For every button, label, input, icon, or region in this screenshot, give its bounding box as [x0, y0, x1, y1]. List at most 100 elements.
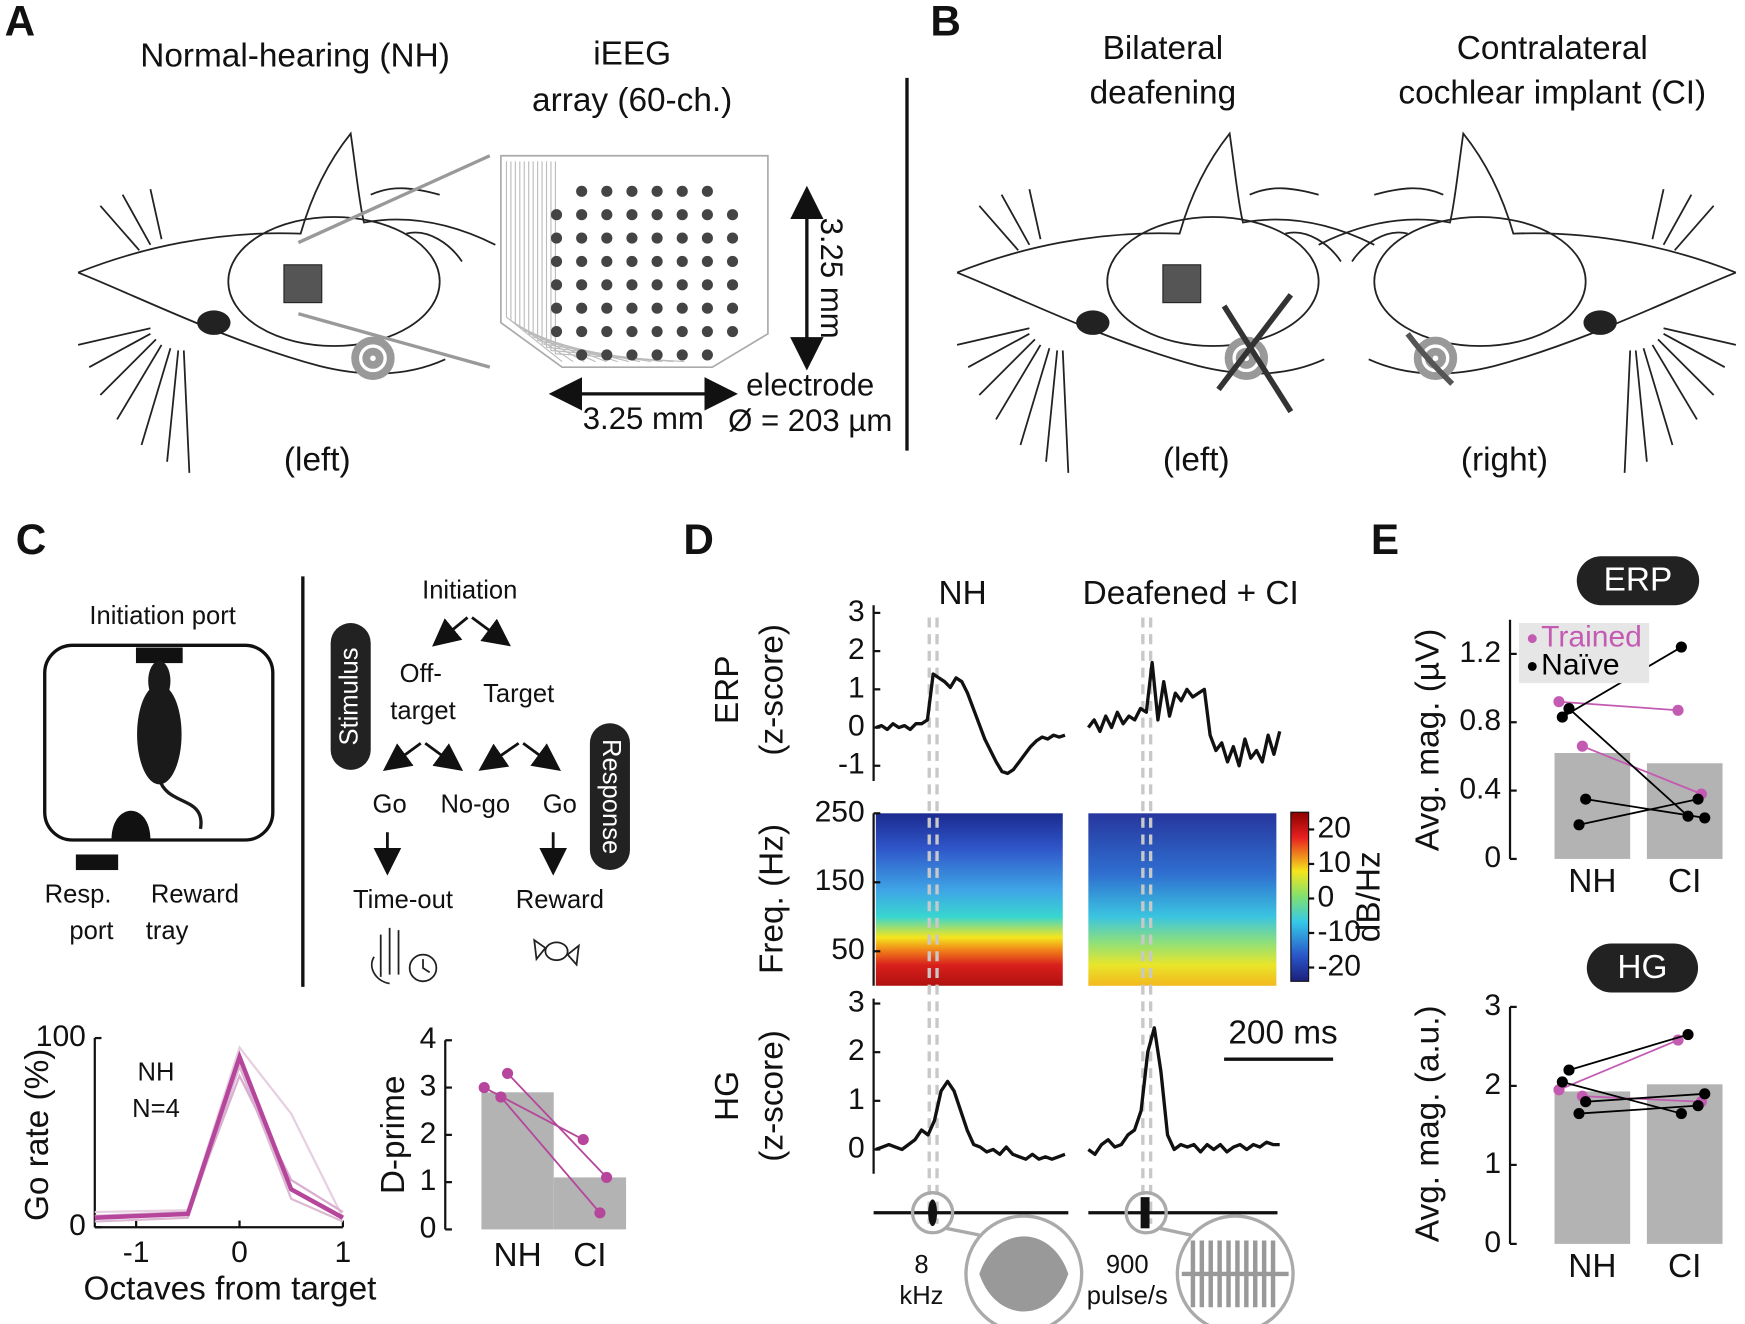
- heading: Contralateral: [1457, 30, 1648, 67]
- y-tick-label: 4: [420, 1022, 437, 1055]
- electrode: [651, 185, 663, 197]
- tree-node: Off-: [400, 660, 442, 688]
- electrode: [651, 232, 663, 244]
- side-label: (right): [1461, 442, 1548, 479]
- x-tick-label: CI: [1668, 1248, 1701, 1285]
- y-tick-label: 150: [815, 864, 865, 897]
- electrode: [651, 302, 663, 314]
- badge: [1586, 943, 1699, 993]
- y-tick-label: 250: [815, 795, 865, 828]
- electrode: [626, 349, 638, 361]
- tree-arrow: [432, 616, 469, 647]
- electrode: [676, 232, 688, 244]
- y-tick-label: -1: [838, 748, 865, 781]
- electrode: [701, 325, 713, 338]
- y-tick-label: 3: [420, 1070, 437, 1103]
- electrode: [626, 255, 638, 268]
- colorbar-tick-label: -10: [1318, 915, 1361, 948]
- cochlea: [1413, 336, 1458, 380]
- electrode: [701, 279, 713, 291]
- x-tick-label: CI: [1668, 863, 1701, 900]
- electrode: [626, 302, 638, 314]
- electrode: [626, 185, 638, 197]
- y-tick-label: 100: [36, 1020, 86, 1053]
- point: [1576, 740, 1588, 752]
- zoom-line: [297, 154, 491, 245]
- y-tick-label: 1.2: [1459, 636, 1501, 669]
- colorbar-tick-label: 0: [1318, 880, 1335, 913]
- panel-letter: D: [683, 516, 714, 563]
- point: [495, 1091, 507, 1103]
- electrode: [676, 325, 688, 338]
- y-axis-label: Freq. (Hz): [753, 824, 790, 974]
- electrode: [601, 255, 613, 268]
- tree-node: No-go: [440, 790, 510, 818]
- stage-label: Stimulus: [335, 647, 363, 745]
- x-tick-label: NH: [493, 1237, 541, 1274]
- point: [1672, 704, 1684, 716]
- tree-arrow: [424, 742, 464, 771]
- electrode: [601, 232, 613, 244]
- y-tick-label: 0: [69, 1209, 86, 1242]
- bar: [1554, 752, 1631, 859]
- stage-label: Response: [597, 739, 625, 854]
- point: [1675, 641, 1687, 653]
- electrode: [550, 255, 563, 268]
- x-tick-label: 0: [231, 1236, 248, 1269]
- dimension-label: 3.25 mm: [583, 401, 704, 436]
- legend-marker: [1527, 662, 1537, 671]
- point: [594, 1207, 606, 1219]
- point: [1580, 1096, 1592, 1108]
- stimulus-label: 8: [914, 1251, 928, 1279]
- pair-line: [1568, 1033, 1689, 1071]
- electrode: [651, 255, 663, 268]
- electrode-array: [500, 154, 769, 368]
- label: Reward: [151, 880, 239, 908]
- y-tick-label: 0: [848, 709, 865, 742]
- trace: [875, 1079, 1066, 1161]
- y-axis-label: Go rate (%): [19, 1049, 56, 1221]
- side-label: (left): [1163, 442, 1230, 479]
- electrode: [676, 185, 688, 197]
- heading: deafening: [1090, 74, 1237, 111]
- timeout-icon: [370, 927, 438, 985]
- y-axis-label: (z-score): [753, 624, 790, 756]
- electrode: [550, 209, 563, 221]
- reward-icon: [533, 938, 580, 967]
- colorbar: [1290, 811, 1310, 982]
- point: [1563, 1064, 1575, 1076]
- tree-node: target: [390, 697, 455, 725]
- electrode: [626, 232, 638, 244]
- electrode: [576, 255, 588, 268]
- heading: Normal-hearing (NH): [140, 38, 450, 75]
- series-line: [94, 1063, 344, 1223]
- legend-box: [1518, 623, 1650, 684]
- electrode: [576, 279, 588, 291]
- rat-mirrored: [1317, 132, 1737, 474]
- panel-letter: A: [5, 0, 36, 45]
- behavior-box: [43, 643, 275, 842]
- colorbar-tick-label: 10: [1318, 846, 1351, 879]
- x-tick-label: -1: [123, 1236, 150, 1269]
- pair-line: [500, 1096, 601, 1214]
- port: [75, 854, 119, 871]
- electrode: [576, 232, 588, 244]
- pair-line: [1568, 707, 1689, 817]
- bar: [1554, 1091, 1631, 1244]
- dimension-label: 3.25 mm: [814, 218, 849, 339]
- electrode: [676, 255, 688, 268]
- electrode: [701, 232, 713, 244]
- electrode: [651, 279, 663, 291]
- y-axis-label: ERP: [709, 656, 746, 725]
- electrode: [726, 302, 739, 314]
- stage-pill: [589, 723, 630, 871]
- array-title: array (60-ch.): [532, 82, 732, 119]
- deafening-cross: [1216, 293, 1294, 414]
- pair-line: [1585, 1092, 1705, 1103]
- electrode: [576, 302, 588, 314]
- electrode: [726, 325, 739, 338]
- array-title: iEEG: [593, 35, 671, 72]
- y-tick-label: 0: [420, 1211, 437, 1244]
- tree-node: Go: [373, 790, 407, 818]
- spectrogram: [875, 813, 1063, 986]
